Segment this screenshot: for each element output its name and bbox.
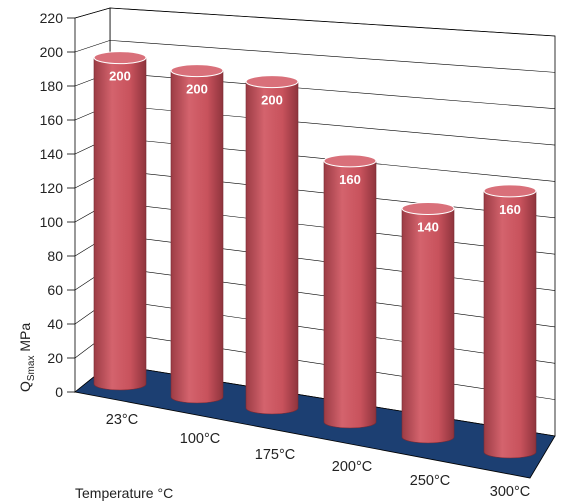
y-tick-label: 200 [40,44,64,60]
bar-top [245,75,299,89]
bar-body [93,57,147,391]
bar-top [401,202,455,216]
bar-value-label: 140 [417,220,439,235]
x-tick-label: 23°C [106,412,138,428]
y-axis-title-sub: Smax [26,356,37,382]
x-tick-label: 100°C [180,431,220,447]
y-tick-label: 180 [40,78,64,94]
bar: 160 [323,154,377,429]
x-axis-labels: 23°C 100°C 175°C 200°C 250°C 300°C [106,412,530,500]
gridline-back [109,40,556,73]
x-tick-label: 300°C [490,484,530,500]
bar: 160 [483,184,537,459]
y-tick-label: 0 [55,384,63,400]
y-tick-label: 160 [40,112,64,128]
x-axis-title: Temperature °C [75,485,173,501]
y-tick-label: 80 [47,248,63,264]
bar: 200 [170,64,224,404]
bar-body [170,70,224,404]
bar-top [323,154,377,168]
bar-top [483,184,537,198]
bars: 200 200 200 160 140 160 [93,51,537,459]
y-tick-label: 20 [47,350,63,366]
bar-body [323,160,377,429]
y-tick-label: 100 [40,214,64,230]
bar: 200 [245,75,299,415]
x-tick-label: 175°C [255,447,295,463]
y-axis-title-main: Q [17,381,33,392]
y-tick-label: 40 [47,316,63,332]
y-axis-title: QSmax MPa [17,323,37,392]
bar-value-label: 200 [186,82,208,97]
y-tick-label: 140 [40,146,64,162]
bar-top [170,64,224,78]
gridline-left [74,40,111,53]
bar-top [93,51,147,65]
bar-value-label: 200 [109,69,131,84]
bar: 200 [93,51,147,391]
bar-body [483,190,537,459]
bar-value-label: 160 [499,202,521,217]
y-axis-ticks: 0 20 40 60 80 100 120 140 160 180 200 220 [40,10,75,400]
gridline-left [74,7,111,19]
gridline-back [109,7,556,37]
bar-value-label: 200 [261,93,283,108]
bar-value-label: 160 [339,172,361,187]
y-axis-title-unit: MPa [17,323,33,356]
bar-body [401,208,455,444]
y-tick-label: 60 [47,282,63,298]
x-tick-label: 250°C [410,473,450,489]
y-tick-label: 220 [40,10,64,26]
x-tick-label: 200°C [332,459,372,475]
y-tick-label: 120 [40,180,64,196]
bar-body [245,81,299,415]
bar: 140 [401,202,455,444]
